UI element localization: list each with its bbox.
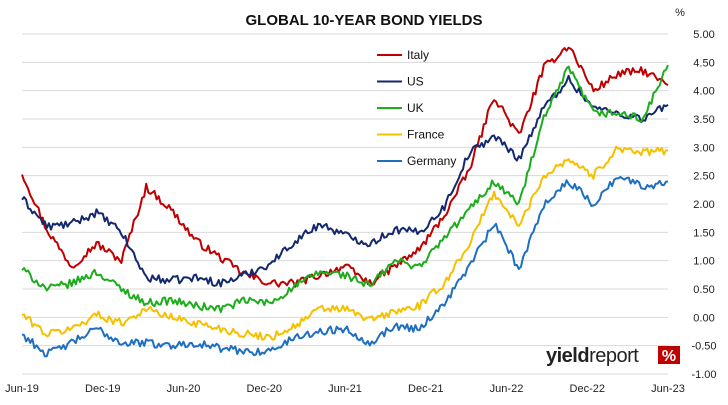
logo-light: report: [589, 345, 639, 367]
x-tick-label: Dec-19: [85, 383, 120, 395]
x-tick-label: Jun-21: [328, 383, 362, 395]
legend-label-us: US: [407, 75, 424, 89]
logo-main: yield: [546, 345, 589, 367]
x-tick-label: Jun-20: [167, 383, 201, 395]
legend-label-italy: Italy: [407, 48, 429, 62]
y-tick-label: 1.00: [693, 256, 714, 268]
y-tick-label: 0.00: [693, 312, 714, 324]
y-tick-label: 4.50: [693, 57, 714, 69]
series-line-uk: [21, 64, 669, 314]
y-tick-label: 3.50: [693, 114, 714, 126]
y-tick-label: 2.00: [693, 199, 714, 211]
y-tick-label: 5.00: [693, 29, 714, 41]
y-axis-unit: %: [675, 7, 685, 19]
legend-label-germany: Germany: [407, 154, 456, 168]
x-tick-label: Dec-22: [570, 383, 605, 395]
series-line-germany: [21, 175, 669, 358]
x-tick-label: Jun-19: [5, 383, 39, 395]
logo-mark-box: [658, 346, 680, 364]
y-tick-label: -1.00: [691, 369, 716, 381]
yieldreport-logo: yieldreport %: [546, 345, 680, 367]
y-axis-ticks: 5.00 4.50 4.00 3.50 3.00 2.50 2.00 1.50 1.00 0.50…: [691, 29, 716, 381]
legend: Italy US UK France Germany: [377, 48, 456, 168]
y-tick-label: -0.50: [691, 341, 716, 353]
y-tick-label: 3.00: [693, 142, 714, 154]
y-tick-label: 4.00: [693, 86, 714, 98]
x-tick-label: Jun-23: [651, 383, 685, 395]
series-line-us: [21, 74, 669, 288]
series-lines: [21, 46, 669, 358]
x-tick-label: Dec-21: [408, 383, 443, 395]
x-tick-label: Jun-22: [490, 383, 524, 395]
legend-label-uk: UK: [407, 101, 424, 115]
chart-title: GLOBAL 10-YEAR BOND YIELDS: [246, 12, 483, 29]
logo-text: yieldreport: [546, 345, 639, 367]
y-tick-label: 2.50: [693, 171, 714, 183]
y-tick-label: 0.50: [693, 284, 714, 296]
gridlines: [22, 33, 668, 375]
x-axis-ticks: Jun-19 Dec-19 Jun-20 Dec-20 Jun-21 Dec-21 Jun-…: [5, 383, 685, 395]
logo-percent-mark: %: [662, 348, 676, 365]
series-line-france: [21, 145, 669, 341]
x-tick-label: Dec-20: [247, 383, 282, 395]
y-tick-label: 1.50: [693, 227, 714, 239]
series-line-italy: [21, 46, 669, 288]
legend-label-france: France: [407, 128, 445, 142]
